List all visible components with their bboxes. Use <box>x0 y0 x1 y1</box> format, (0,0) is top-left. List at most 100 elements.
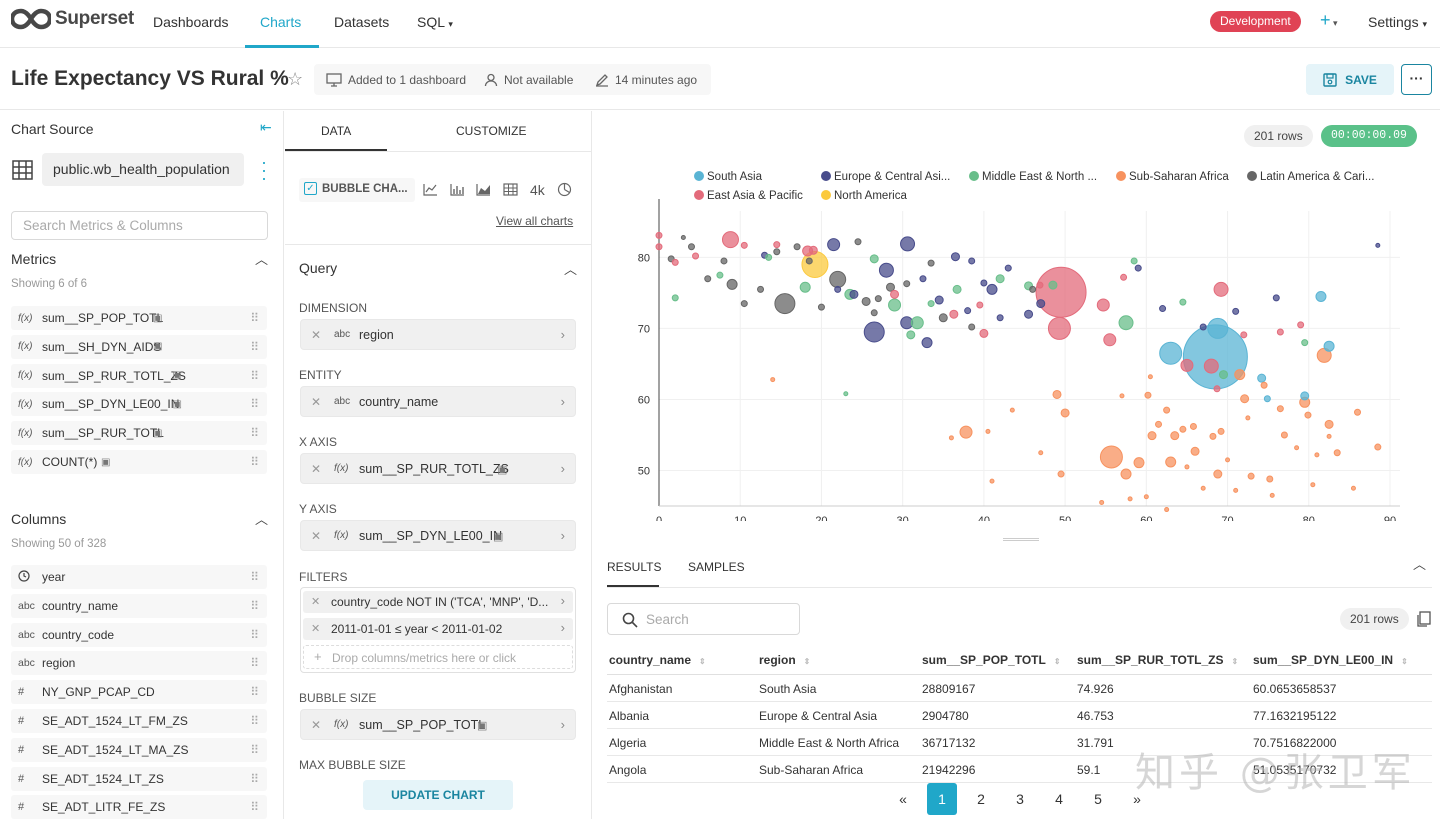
bubble-point[interactable] <box>1147 431 1157 441</box>
drag-handle-icon[interactable]: ⠿ <box>250 570 259 584</box>
sort-icon[interactable]: ⇕ <box>1053 657 1061 666</box>
bubble-point[interactable] <box>1217 427 1225 435</box>
bubble-point[interactable] <box>985 428 991 434</box>
bubble-point[interactable] <box>1189 422 1197 430</box>
bubble-point[interactable] <box>1009 407 1015 413</box>
bubble-point[interactable] <box>1315 290 1327 302</box>
remove-x-icon[interactable]: ✕ <box>311 718 322 732</box>
bubble-point[interactable] <box>968 323 976 331</box>
bubble-size-control[interactable]: ✕ f(x) sum__SP_POP_TOTL ▣ › <box>300 709 576 740</box>
table-row[interactable]: Albania Europe & Central Asia 2904780 46.75… <box>607 702 1432 729</box>
column-item[interactable]: year ⠿ <box>11 565 267 589</box>
legend-swatch[interactable] <box>694 171 704 181</box>
bubble-point[interactable] <box>869 254 879 264</box>
bubble-point[interactable] <box>934 295 944 305</box>
nav-charts[interactable]: Charts <box>260 14 302 30</box>
bubble-point[interactable] <box>903 280 911 288</box>
metrics-heading[interactable]: Metrics <box>11 251 57 267</box>
bubble-point[interactable] <box>1099 499 1105 505</box>
drag-handle-icon[interactable]: ⠿ <box>250 397 259 412</box>
update-chart-button[interactable]: UPDATE CHART <box>363 780 513 810</box>
bubble-point[interactable] <box>919 275 927 283</box>
bubble-point[interactable] <box>1233 487 1239 493</box>
metric-item[interactable]: f(x) sum__SP_RUR_TOTL ▣ ⠿ <box>11 421 267 446</box>
copy-icon[interactable] <box>1417 611 1431 627</box>
bubble-point[interactable] <box>1127 496 1133 502</box>
bubble-point[interactable] <box>1179 425 1187 433</box>
results-search-input[interactable]: Search <box>607 603 800 635</box>
column-item[interactable]: # NY_GNP_PCAP_CD ⠿ <box>11 680 267 705</box>
bubble-point[interactable] <box>950 252 960 262</box>
bubble-point[interactable] <box>1179 298 1187 306</box>
bubble-point[interactable] <box>1190 446 1200 456</box>
drag-handle-icon[interactable]: ⠿ <box>250 742 259 757</box>
bubble-point[interactable] <box>927 259 935 267</box>
bubble-point[interactable] <box>1326 433 1332 439</box>
bubble-point[interactable] <box>671 294 679 302</box>
bubble-point[interactable] <box>793 243 801 251</box>
bubble-point[interactable] <box>1060 408 1070 418</box>
bubble-point[interactable] <box>1240 394 1250 404</box>
bubble-point[interactable] <box>1218 370 1228 380</box>
more-options-button[interactable]: ··· <box>1401 64 1432 95</box>
bubble-point[interactable] <box>1119 393 1125 399</box>
bubble-point[interactable] <box>878 262 894 278</box>
bubble-point[interactable] <box>1213 469 1223 479</box>
column-item[interactable]: # SE_ADT_1524_LT_MA_ZS ⠿ <box>11 737 267 762</box>
remove-x-icon[interactable]: ✕ <box>311 395 322 409</box>
metric-item[interactable]: f(x) sum__SP_RUR_TOTL_ZS ▣ ⠿ <box>11 363 267 388</box>
bubble-point[interactable] <box>1164 507 1170 513</box>
favorite-star-icon[interactable]: ☆ <box>287 69 304 89</box>
dimension-control[interactable]: ✕ abc region › <box>300 319 576 350</box>
column-item[interactable]: # SE_ADT_1524_LT_FM_ZS ⠿ <box>11 709 267 733</box>
bubble-point[interactable] <box>863 321 885 343</box>
bubble-point[interactable] <box>827 238 841 252</box>
collapse-panel-icon[interactable]: ⇤ <box>260 119 272 135</box>
bubble-point[interactable] <box>1240 331 1248 339</box>
filter-item[interactable]: ✕ 2011-01-01 ≤ year < 2011-01-02 › <box>303 618 573 640</box>
column-header[interactable]: sum__SP_RUR_TOTL_ZS ⇕ <box>1077 653 1239 667</box>
bubble-point[interactable] <box>854 238 862 246</box>
bubble-point[interactable] <box>808 245 818 255</box>
prev-page-button[interactable]: « <box>899 791 907 807</box>
bubble-point[interactable] <box>1165 456 1177 468</box>
legend-label[interactable]: East Asia & Pacific <box>707 190 803 202</box>
bubble-point[interactable] <box>1144 391 1152 399</box>
bubble-point[interactable] <box>1024 309 1034 319</box>
bubble-point[interactable] <box>1374 443 1382 451</box>
bubble-point[interactable] <box>952 284 962 294</box>
legend-label[interactable]: Europe & Central Asi... <box>834 171 950 183</box>
filter-drop-zone[interactable]: + Drop columns/metrics here or click <box>303 645 573 669</box>
bubble-point[interactable] <box>927 300 935 308</box>
legend-swatch[interactable] <box>821 190 831 200</box>
bubble-point[interactable] <box>1038 450 1044 456</box>
table-row[interactable]: Algeria Middle East & North Africa 3671713… <box>607 729 1432 756</box>
bubble-point[interactable] <box>976 301 984 309</box>
y-axis-control[interactable]: ✕ f(x) sum__SP_DYN_LE00_IN ▣ › <box>300 520 576 551</box>
area-chart-icon[interactable] <box>476 183 491 196</box>
bubble-point[interactable] <box>1143 494 1149 500</box>
bubble-point[interactable] <box>938 313 948 323</box>
bubble-point[interactable] <box>1314 452 1320 458</box>
bubble-point[interactable] <box>1247 472 1255 480</box>
nav-datasets[interactable]: Datasets <box>334 14 390 30</box>
bubble-point[interactable] <box>1297 321 1305 329</box>
column-item[interactable]: abc country_code ⠿ <box>11 622 267 647</box>
bubble-point[interactable] <box>948 435 954 441</box>
bubble-point[interactable] <box>1269 492 1275 498</box>
drag-handle-icon[interactable]: ⠿ <box>250 455 259 469</box>
dashboards-meta[interactable]: Added to 1 dashboard <box>326 73 466 87</box>
sort-icon[interactable]: ⇕ <box>699 657 706 666</box>
legend-swatch[interactable] <box>1116 171 1126 181</box>
bubble-point[interactable] <box>1120 468 1132 480</box>
table-row[interactable]: Angola Sub-Saharan Africa 21942296 59.1 51.0… <box>607 756 1432 783</box>
columns-heading[interactable]: Columns <box>11 511 67 527</box>
column-item[interactable]: abc region ⠿ <box>11 651 267 676</box>
bubble-point[interactable] <box>1163 406 1171 414</box>
save-button[interactable]: SAVE <box>1306 64 1394 95</box>
bubble-chart[interactable]: 0 10 20 30 40 50 60 70 80 90 50 60 70 80 South Asia Eur… <box>593 151 1440 521</box>
bubble-point[interactable] <box>716 271 724 279</box>
bubble-point[interactable] <box>1029 285 1037 293</box>
bubble-point[interactable] <box>1159 341 1183 365</box>
legend-label[interactable]: Middle East & North ... <box>982 171 1097 183</box>
